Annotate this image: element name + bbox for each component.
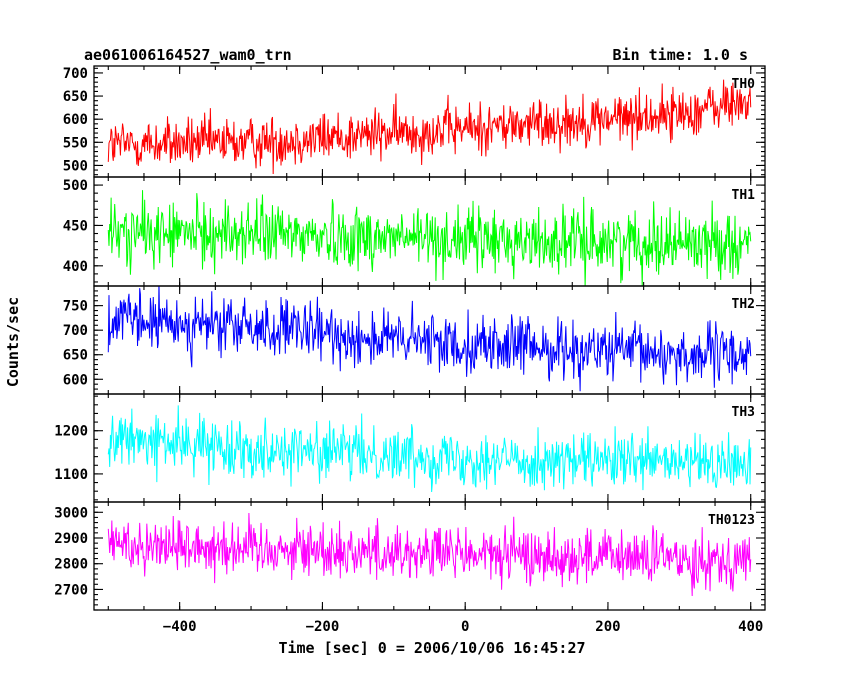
x-axis: −400 −200 0 200 400 <box>163 619 764 635</box>
y-tick-label: 1100 <box>54 467 88 483</box>
x-tick-label: −200 <box>306 619 340 635</box>
y-tick-label: 2800 <box>54 557 88 573</box>
y-tick-label: 700 <box>63 323 88 339</box>
chart-title: ae061006164527_wam0_trn <box>84 46 292 64</box>
y-tick-label: 650 <box>63 89 88 105</box>
panel-label: TH0123 <box>708 513 755 528</box>
panel-th2: 600 650 700 750 TH2 <box>63 285 766 395</box>
y-tick-label: 2900 <box>54 531 88 547</box>
y-axis-label: Counts/sec <box>4 297 22 387</box>
panel-th1: 400 450 500 TH1 <box>63 176 766 287</box>
y-tick-label: 700 <box>63 66 88 82</box>
y-tick-label: 750 <box>63 299 88 315</box>
series-th3 <box>107 405 752 493</box>
y-tick-label: 600 <box>63 372 88 388</box>
panel-th0123: 2700 2800 2900 3000 TH0123 <box>54 501 766 611</box>
x-tick-label: 400 <box>738 619 763 635</box>
x-tick-label: 200 <box>595 619 620 635</box>
y-tick-label: 1200 <box>54 424 88 440</box>
panel-label: TH0 <box>732 77 756 92</box>
panel-label: TH1 <box>732 188 756 203</box>
series-th0 <box>107 79 752 175</box>
panels-group: 500 550 600 650 700 TH0 400 450 500 TH1 600 650 700 7… <box>54 65 766 611</box>
bin-time-label: Bin time: 1.0 s <box>613 46 748 64</box>
y-tick-label: 3000 <box>54 505 88 521</box>
y-tick-label: 550 <box>63 135 88 151</box>
x-tick-label: 0 <box>461 619 469 635</box>
x-axis-label: Time [sec] 0 = 2006/10/06 16:45:27 <box>278 639 585 657</box>
y-tick-label: 450 <box>63 218 88 234</box>
series-th0123 <box>107 513 752 596</box>
x-tick-label: −400 <box>163 619 197 635</box>
y-tick-label: 400 <box>63 259 88 275</box>
panel-label: TH3 <box>732 405 755 420</box>
y-tick-label: 2700 <box>54 582 88 598</box>
y-tick-label: 600 <box>63 112 88 128</box>
series-th1 <box>107 190 752 286</box>
panel-th3: 1100 1200 TH3 <box>54 393 766 503</box>
series-th2 <box>107 286 752 392</box>
panel-th0: 500 550 600 650 700 TH0 <box>63 65 766 178</box>
y-tick-label: 650 <box>63 348 88 364</box>
panel-label: TH2 <box>732 297 755 312</box>
y-tick-label: 500 <box>63 158 88 174</box>
y-tick-label: 500 <box>63 178 88 194</box>
